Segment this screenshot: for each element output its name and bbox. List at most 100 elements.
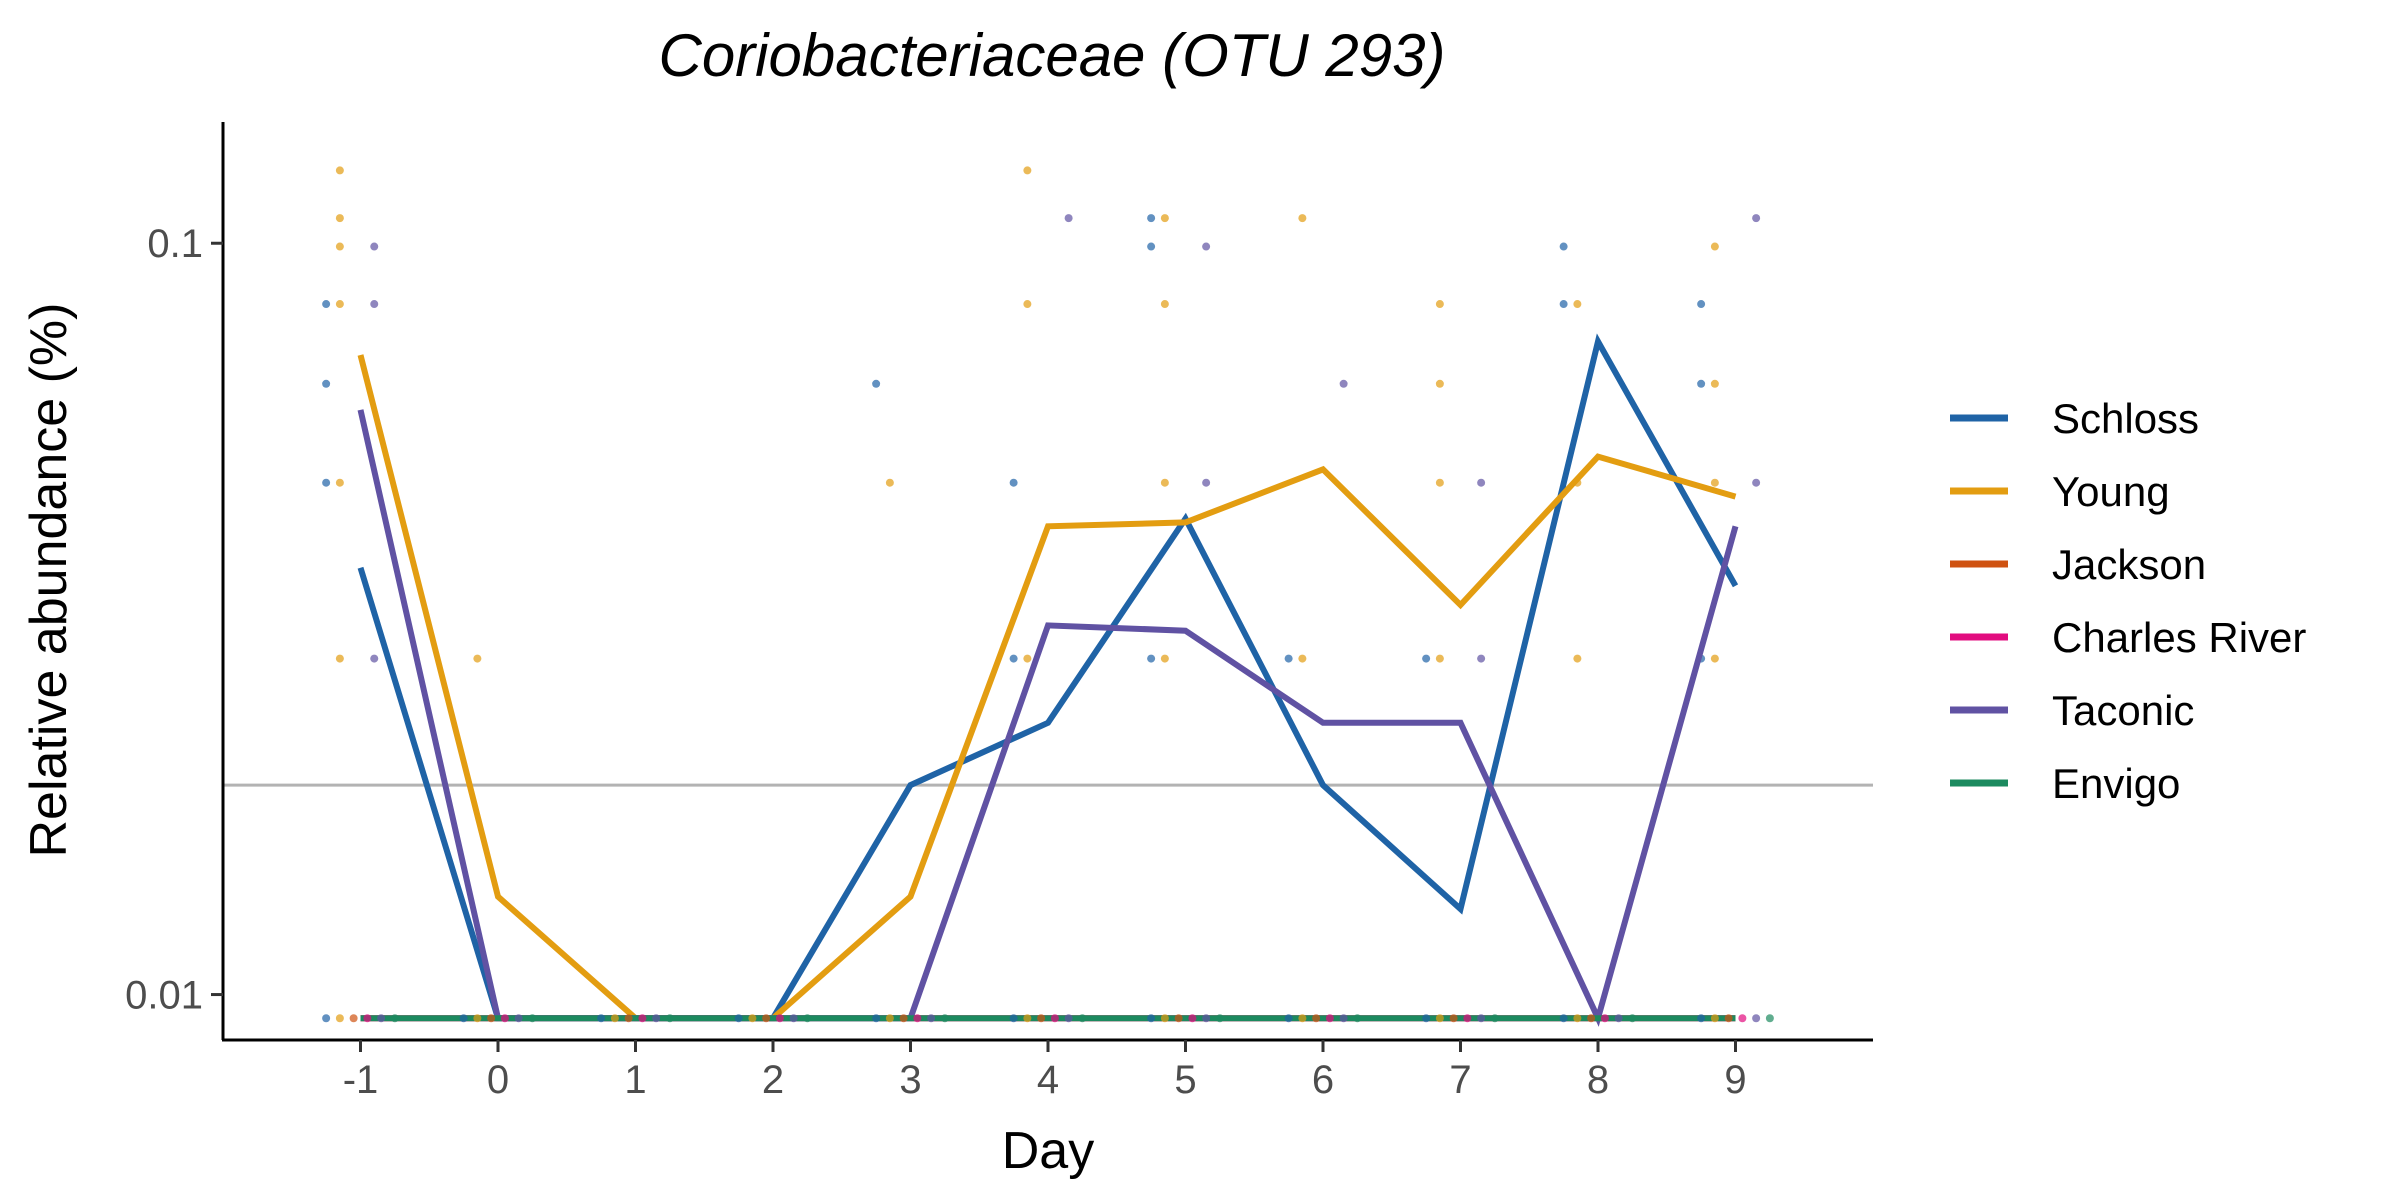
floor-point-young	[1435, 1014, 1444, 1023]
floor-point-young	[1023, 1014, 1032, 1023]
data-point-taconic	[370, 242, 379, 251]
data-point-schloss	[1284, 654, 1293, 663]
floor-point-envigo	[1628, 1014, 1637, 1023]
data-point-schloss	[1009, 478, 1018, 487]
data-point-schloss	[1009, 654, 1018, 663]
floor-point-taconic	[1339, 1014, 1348, 1023]
data-point-young	[1573, 300, 1582, 309]
floor-point-envigo	[803, 1014, 812, 1023]
x-tick-label: 1	[624, 1058, 646, 1102]
data-point-schloss	[1422, 654, 1431, 663]
data-point-young	[1023, 654, 1032, 663]
floor-point-charles-river	[913, 1014, 922, 1023]
floor-point-envigo	[1353, 1014, 1362, 1023]
floor-point-jackson	[899, 1014, 908, 1023]
series-line-taconic	[357, 409, 1739, 1027]
floor-point-young	[1160, 1014, 1169, 1023]
floor-point-charles-river	[1738, 1014, 1747, 1023]
data-point-taconic	[1477, 478, 1486, 487]
floor-point-jackson	[762, 1014, 771, 1023]
data-point-young	[1435, 478, 1444, 487]
data-point-young	[1710, 242, 1719, 251]
floor-point-envigo	[390, 1014, 399, 1023]
floor-point-schloss	[1697, 1014, 1706, 1023]
floor-point-envigo	[1215, 1014, 1224, 1023]
floor-point-envigo	[528, 1014, 537, 1023]
legend-label: Young	[2052, 468, 2170, 515]
data-point-schloss	[322, 300, 331, 309]
floor-point-schloss	[1009, 1014, 1018, 1023]
data-point-schloss	[1559, 300, 1568, 309]
floor-point-jackson	[624, 1014, 633, 1023]
floor-point-jackson	[1449, 1014, 1458, 1023]
floor-point-charles-river	[638, 1014, 647, 1023]
data-point-young	[1298, 214, 1307, 223]
x-tick-label: 4	[1037, 1058, 1059, 1102]
floor-point-charles-river	[1325, 1014, 1334, 1023]
floor-point-taconic	[377, 1014, 386, 1023]
x-axis-label: Day	[1002, 1122, 1094, 1180]
data-point-taconic	[1752, 478, 1761, 487]
floor-point-taconic	[1202, 1014, 1211, 1023]
data-point-taconic	[370, 654, 379, 663]
floor-point-charles-river	[500, 1014, 509, 1023]
data-point-young	[1160, 300, 1169, 309]
floor-point-schloss	[1422, 1014, 1431, 1023]
floor-point-schloss	[322, 1014, 331, 1023]
floor-point-jackson	[487, 1014, 496, 1023]
data-point-young	[1023, 300, 1032, 309]
data-point-young	[1298, 654, 1307, 663]
floor-point-schloss	[1147, 1014, 1156, 1023]
floor-point-charles-river	[775, 1014, 784, 1023]
legend: Schloss Young Jackson Charles River Taconic E…	[1950, 395, 2306, 807]
axes: -1 0 1 2 3 4 5 6 7 8 9 0.01 0.1	[125, 122, 1873, 1102]
data-point-young	[1160, 478, 1169, 487]
data-point-young	[335, 654, 344, 663]
floor-point-charles-river	[1188, 1014, 1197, 1023]
floor-point-young	[1573, 1014, 1582, 1023]
floor-point-schloss	[1559, 1014, 1568, 1023]
data-point-young	[1710, 478, 1719, 487]
data-point-schloss	[1697, 300, 1706, 309]
data-point-young	[1160, 214, 1169, 223]
data-point-young	[885, 478, 894, 487]
floor-point-envigo	[1765, 1014, 1774, 1023]
floor-point-schloss	[1284, 1014, 1293, 1023]
data-point-schloss	[872, 379, 881, 388]
data-point-young	[1710, 379, 1719, 388]
x-tick-label: 2	[762, 1058, 784, 1102]
plot-area	[223, 166, 1873, 1027]
data-point-young	[1435, 300, 1444, 309]
data-point-schloss	[1697, 379, 1706, 388]
legend-label: Jackson	[2052, 541, 2206, 588]
floor-point-charles-river	[1463, 1014, 1472, 1023]
floor-point-jackson	[1587, 1014, 1596, 1023]
x-tick-label: 6	[1312, 1058, 1334, 1102]
series-line-schloss	[357, 333, 1739, 1022]
data-point-taconic	[1202, 242, 1211, 251]
x-tick-label: 5	[1174, 1058, 1196, 1102]
data-point-young	[335, 214, 344, 223]
floor-point-young	[885, 1014, 894, 1023]
floor-point-young	[1298, 1014, 1307, 1023]
floor-point-envigo	[1490, 1014, 1499, 1023]
data-point-taconic	[1752, 214, 1761, 223]
data-point-schloss	[1147, 654, 1156, 663]
y-tick-label: 0.1	[147, 222, 203, 266]
floor-point-taconic	[514, 1014, 523, 1023]
floor-point-envigo	[940, 1014, 949, 1023]
floor-point-schloss	[597, 1014, 606, 1023]
y-tick-label: 0.01	[125, 974, 203, 1018]
floor-point-charles-river	[363, 1014, 372, 1023]
floor-point-envigo	[1078, 1014, 1087, 1023]
data-point-young	[335, 300, 344, 309]
floor-point-jackson	[1174, 1014, 1183, 1023]
y-ticks: 0.01 0.1	[125, 222, 223, 1018]
floor-point-young	[335, 1014, 344, 1023]
legend-label: Taconic	[2052, 687, 2194, 734]
x-ticks: -1 0 1 2 3 4 5 6 7 8 9	[343, 1040, 1747, 1102]
floor-point-taconic	[1752, 1014, 1761, 1023]
x-tick-label: 7	[1449, 1058, 1471, 1102]
data-point-young	[1435, 654, 1444, 663]
data-point-schloss	[1559, 242, 1568, 251]
